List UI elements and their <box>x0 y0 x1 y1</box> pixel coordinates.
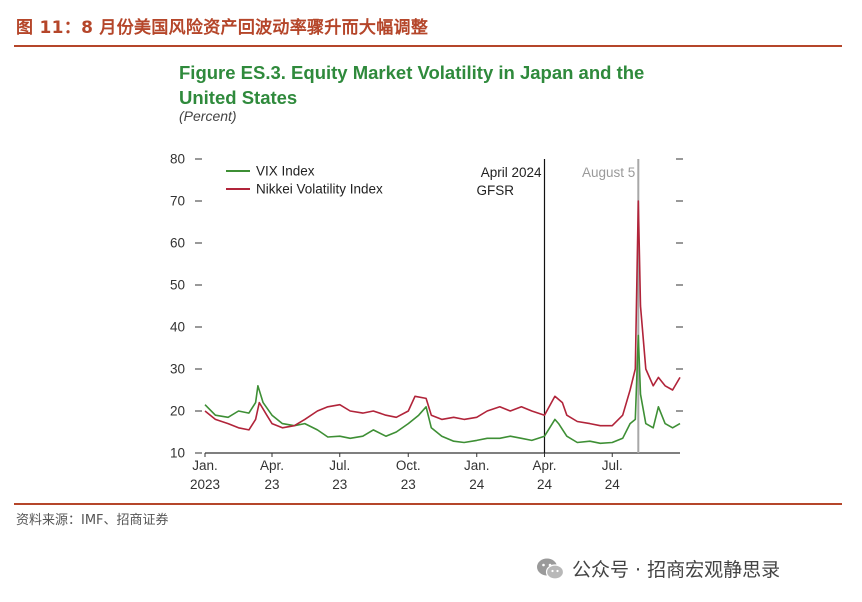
annotation-label-line-2: GFSR <box>476 183 514 198</box>
annotation-label: August 5 <box>582 165 635 180</box>
x-tick-label: Oct. <box>396 458 421 473</box>
chart-title-line-1: Figure ES.3. Equity Market Volatility in… <box>179 62 645 83</box>
y-tick-label: 10 <box>170 446 185 461</box>
x-tick-year-label: 23 <box>332 477 347 492</box>
x-tick-label: Apr. <box>532 458 556 473</box>
x-tick-label: Jan. <box>464 458 490 473</box>
x-tick-year-label: 24 <box>537 477 553 492</box>
bottom-divider <box>14 503 842 505</box>
legend-label: VIX Index <box>256 164 315 179</box>
y-tick-label: 70 <box>170 194 185 209</box>
x-tick-label: Jul. <box>602 458 623 473</box>
y-tick-label: 80 <box>170 152 185 167</box>
y-tick-label: 60 <box>170 236 185 251</box>
y-tick-label: 50 <box>170 278 185 293</box>
annotation-label: April 2024 <box>481 165 542 180</box>
report-figure-title: 图 11：8 月份美国风险资产回波动率骤升而大幅调整 <box>16 18 429 38</box>
wechat-watermark: 公众号 · 招商宏观静思录 <box>536 555 780 582</box>
y-tick-label: 30 <box>170 362 185 377</box>
x-tick-year-label: 2023 <box>190 477 220 492</box>
x-tick-year-label: 24 <box>605 477 621 492</box>
source-note: 资料来源：IMF、招商证券 <box>16 513 169 528</box>
x-tick-label: Jul. <box>329 458 350 473</box>
x-tick-year-label: 23 <box>264 477 279 492</box>
x-tick-year-label: 24 <box>469 477 485 492</box>
chart-unit-label: (Percent) <box>179 108 237 124</box>
x-tick-label: Apr. <box>260 458 284 473</box>
wechat-icon <box>537 558 564 580</box>
watermark-text: 公众号 · 招商宏观静思录 <box>572 559 781 581</box>
y-tick-label: 20 <box>170 404 185 419</box>
top-divider <box>14 45 842 47</box>
series-line <box>204 200 681 431</box>
x-tick-year-label: 23 <box>401 477 416 492</box>
chart-title-line-2: United States <box>179 87 298 108</box>
x-tick-label: Jan. <box>192 458 218 473</box>
legend-label: Nikkei Volatility Index <box>256 182 383 197</box>
y-tick-label: 40 <box>170 320 185 335</box>
chart-title: Figure ES.3. Equity Market Volatility in… <box>179 60 649 110</box>
series-line <box>204 334 681 445</box>
